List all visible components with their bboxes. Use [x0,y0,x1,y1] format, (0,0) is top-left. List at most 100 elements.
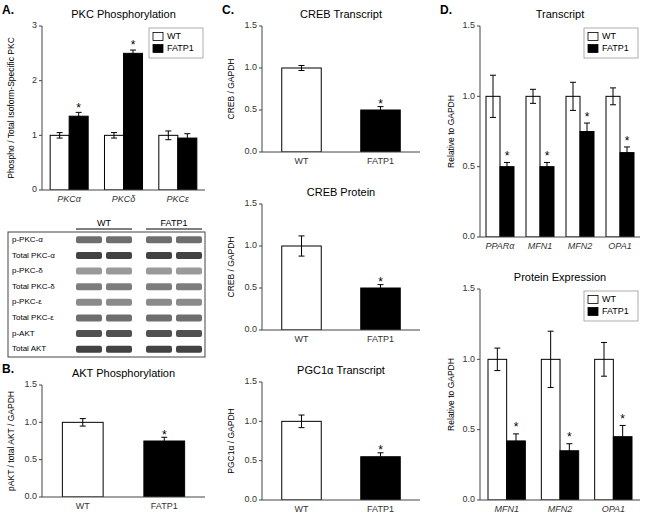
error-cap [57,138,63,139]
error-bar [601,342,607,376]
y-tick-label: 1.5 [462,20,475,30]
y-axis [42,26,43,190]
blot-band [106,252,132,259]
bar [580,132,594,238]
error-bar [548,331,554,387]
error-line [533,89,534,103]
bar [361,288,401,330]
significance-mark: * [131,38,136,52]
bars [62,419,184,497]
bars [282,415,401,500]
bars [50,50,197,190]
error-bar [494,348,500,371]
error-cap [299,65,305,66]
error-cap [76,120,82,121]
x-tick-label: MFN2 [548,504,573,514]
error-cap [513,447,519,448]
bar [500,167,514,237]
legend-label: FATP1 [167,43,194,53]
y-tick-label: 0 [32,184,37,194]
bar [507,441,526,500]
x-axis [262,500,420,501]
error-cap [165,130,171,131]
error-line [493,75,494,117]
error-cap [570,82,576,83]
significance-mark: * [585,110,590,124]
blot-band [106,346,132,353]
significance-mark: * [162,428,167,442]
error-cap [130,56,136,57]
x-tick-label: WT [295,504,309,514]
error-bar [165,131,171,140]
significance-mark: * [505,149,510,163]
title: Transcript [536,8,585,20]
error-cap [80,426,86,427]
y-tick-label: 3 [32,20,37,30]
x-tick-label: FATP1 [151,501,178,511]
error-bar [584,123,590,140]
error-line [547,162,548,170]
error-cap [184,133,190,134]
significance-mark: * [625,134,630,148]
y-tick-label: 0.0 [244,324,257,334]
y-axis [262,382,263,500]
blot-row-label: p-AKT [12,329,35,338]
y-tick-label: 0.5 [244,455,257,465]
error-bar [184,134,190,143]
blot-band [76,268,102,275]
error-cap [530,103,536,104]
y-tick-label: 0.5 [244,282,257,292]
bars [282,65,401,152]
error-cap [548,387,554,388]
bar [606,96,620,237]
legend-swatch [153,33,163,41]
error-line [604,342,605,376]
y-tick-label: 0.0 [244,146,257,156]
significance-mark: * [514,420,519,434]
y-axis-label: CREB / GAPDH [226,59,236,120]
error-cap [504,170,510,171]
header-line [76,229,132,230]
panel: CREB TranscriptCREB / GAPDH0.00.51.01.5W… [222,3,420,166]
error-cap [378,113,384,114]
error-cap [584,139,590,140]
y-tick-label: 0.0 [244,494,257,504]
blot-row-label: Total PKC-δ [12,282,55,291]
title: PGC1α Transcript [297,364,385,376]
x-axis [480,237,640,238]
blot-band [76,346,102,353]
blot-band [176,236,202,243]
significance-mark: * [545,149,550,163]
error-cap [601,342,607,343]
y-tick-label: 0.5 [24,454,37,464]
blot-band [76,314,102,321]
y-tick-label: 1.0 [244,416,257,426]
error-bar [624,147,630,158]
error-bar [57,133,63,138]
legend-swatch [588,308,598,316]
error-cap [161,444,167,445]
title: CREB Transcript [300,8,382,20]
legend-swatch [153,45,163,53]
bar [159,135,178,190]
error-cap [570,110,576,111]
error-cap [299,70,305,71]
error-cap [490,117,496,118]
bars [282,236,401,330]
blot-band [146,283,172,290]
y-axis [262,26,263,152]
bar [62,422,103,497]
bar [69,116,88,190]
y-axis [480,26,481,237]
y-axis-label: PGC1α / GAPDH [226,408,236,473]
y-tick-label: 0.5 [462,161,475,171]
y-tick-label: 1.5 [462,283,475,293]
error-cap [544,170,550,171]
blot-band [106,330,132,337]
y-axis-label: Phospho / Total Isoform-Specific PKC [6,37,16,179]
bars [488,331,632,500]
error-line [113,133,114,138]
significance-mark: * [76,101,81,115]
bar [144,441,185,497]
panel: AKT PhosphorylationpAKT / total AKT / GA… [2,362,205,511]
